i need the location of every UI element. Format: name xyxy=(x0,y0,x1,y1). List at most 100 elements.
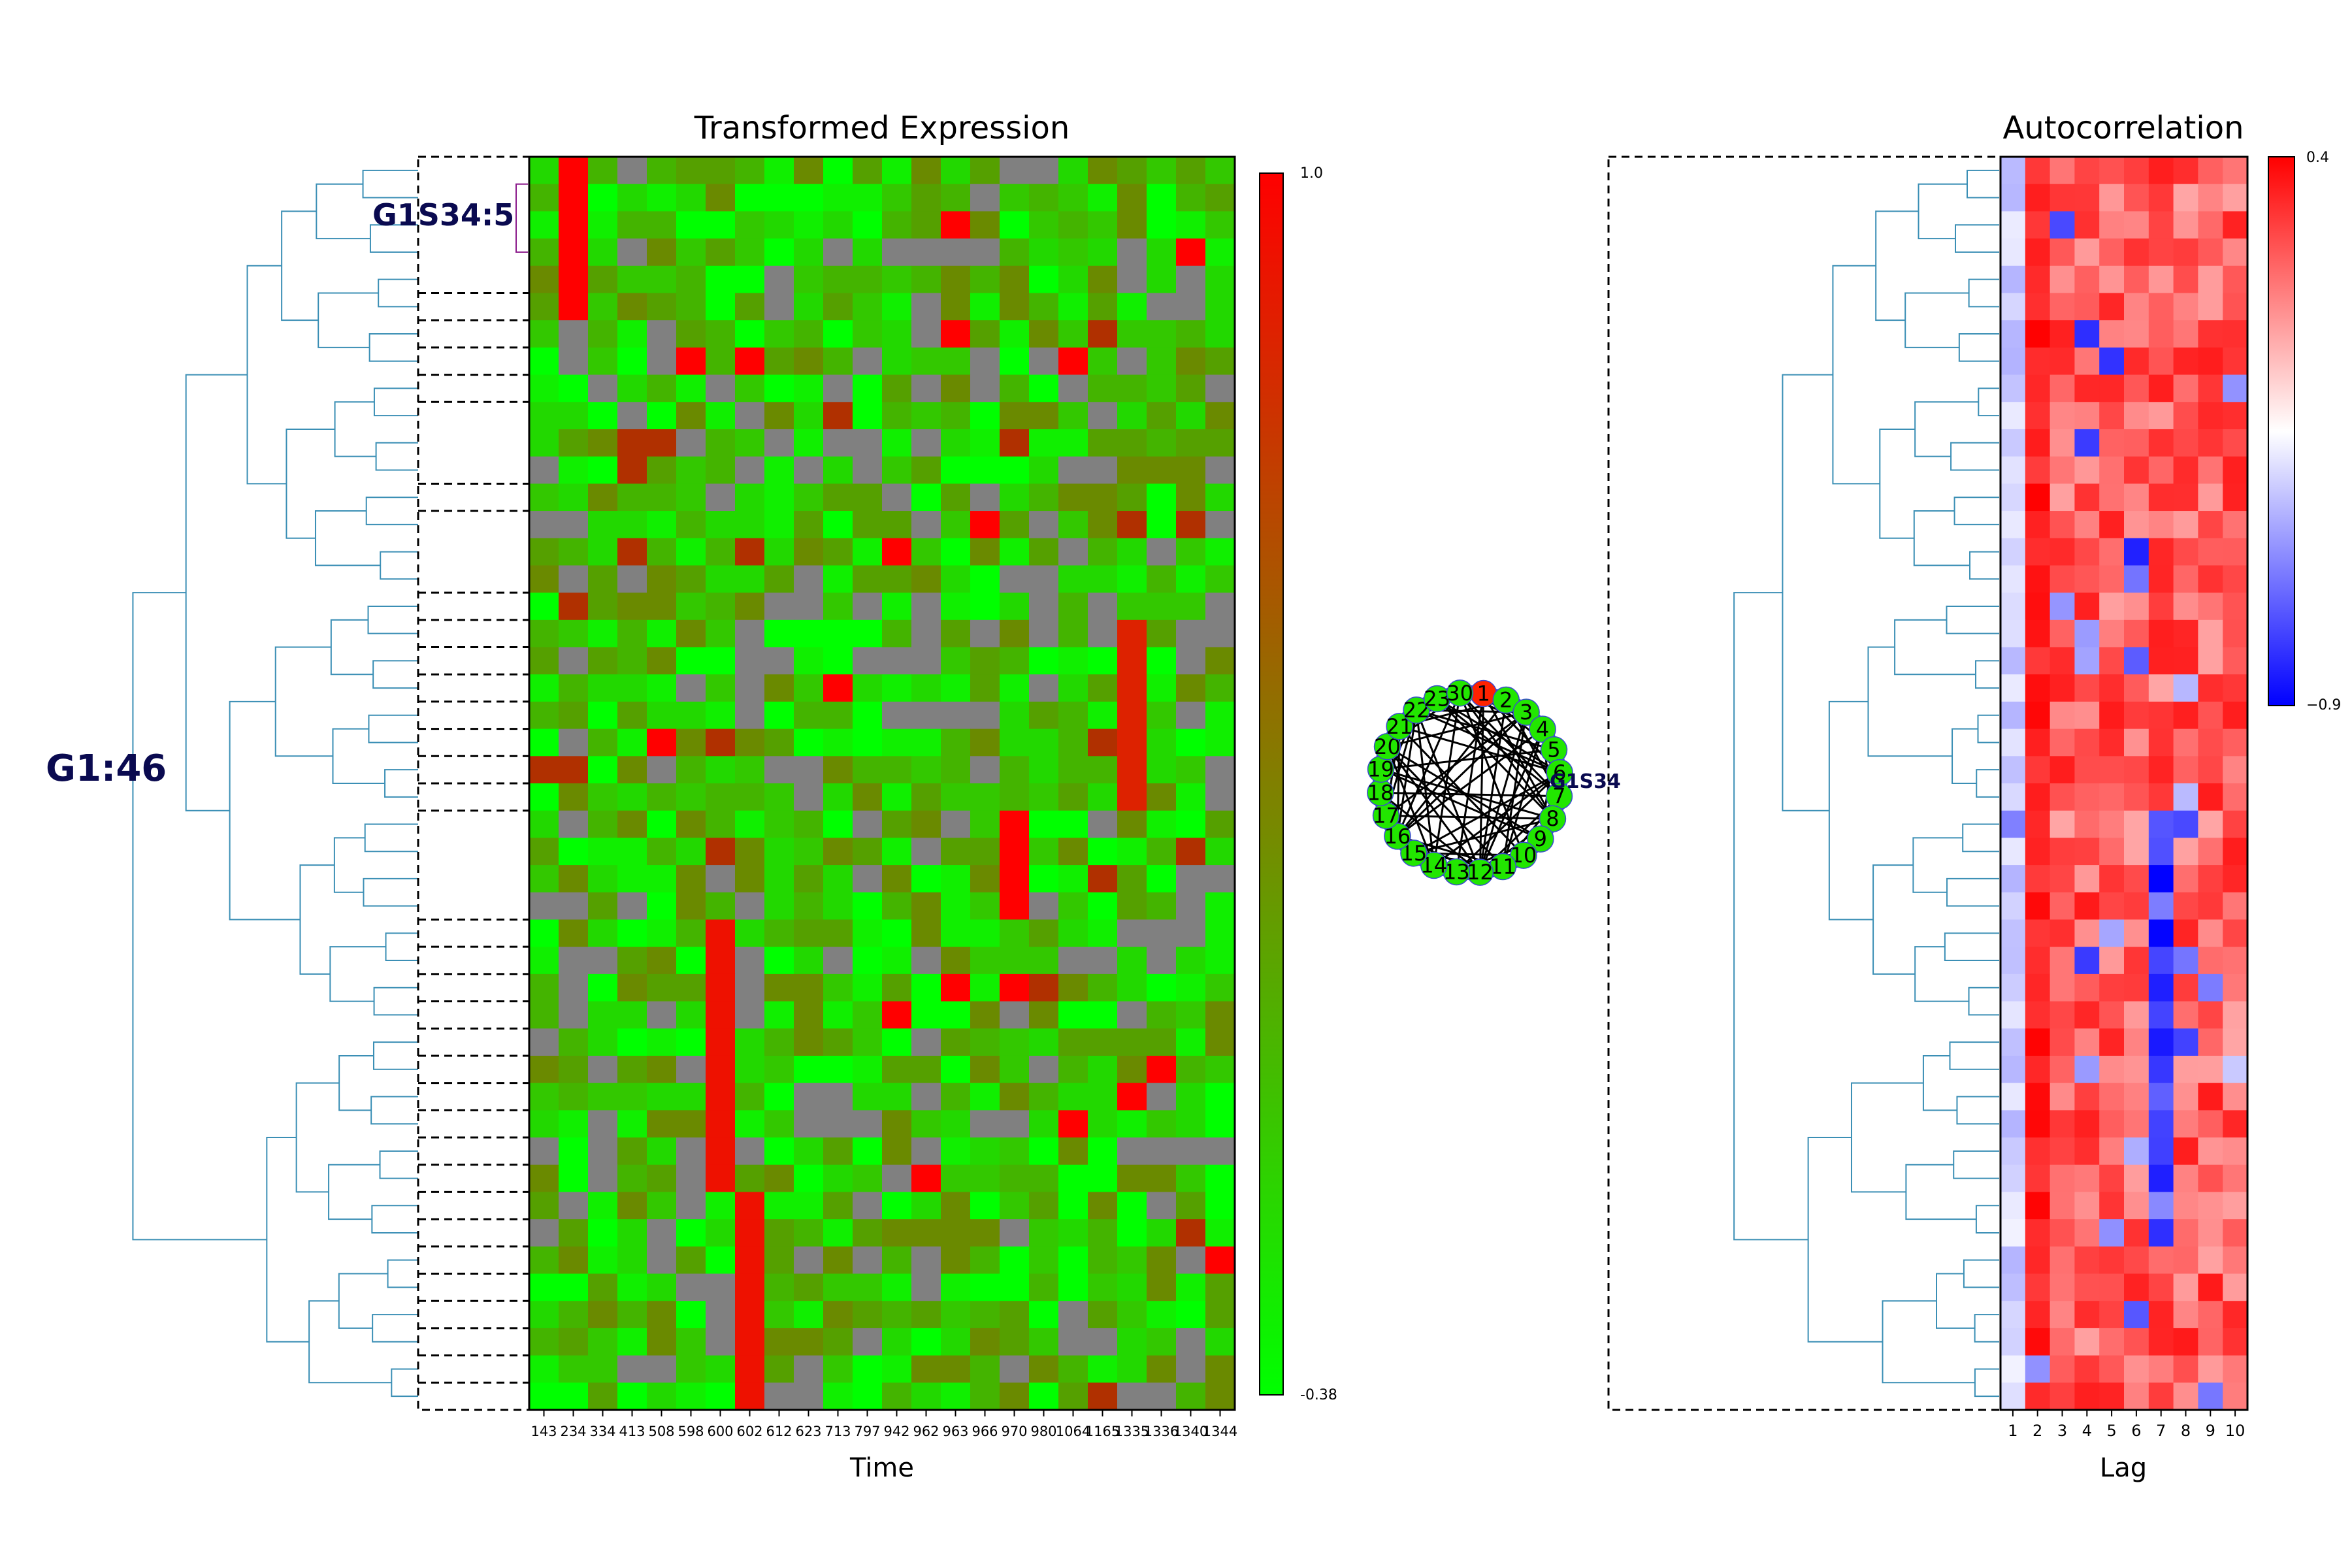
expression-cell xyxy=(1176,783,1206,811)
autocorrelation-cell xyxy=(2124,756,2149,784)
autocorrelation-cell xyxy=(2148,347,2174,376)
expression-cell xyxy=(764,320,794,348)
autocorrelation-cell xyxy=(2001,947,2026,975)
expression-cell xyxy=(764,184,794,212)
expression-cell xyxy=(735,1137,765,1166)
expression-cell xyxy=(911,756,941,784)
autocorrelation-cell xyxy=(2099,783,2125,811)
expression-cell xyxy=(1029,838,1059,866)
autocorrelation-cell xyxy=(2198,565,2223,593)
expression-cell xyxy=(588,1110,618,1138)
autocorrelation-cell xyxy=(2099,701,2125,730)
expression-cell xyxy=(617,157,647,185)
expression-cell xyxy=(941,429,971,457)
autocorrelation-cell xyxy=(2074,865,2100,893)
expression-cell xyxy=(970,1137,1000,1166)
expression-cell xyxy=(559,347,589,376)
autocorrelation-cell xyxy=(2050,593,2075,621)
expression-cell xyxy=(882,293,912,321)
autocorrelation-cell xyxy=(2223,456,2248,484)
autocorrelation-cell xyxy=(2173,756,2198,784)
autocorrelation-cell xyxy=(2025,947,2051,975)
expression-cell xyxy=(706,1164,736,1193)
expression-cell xyxy=(1205,1192,1235,1220)
autocorrelation-cell xyxy=(2148,1355,2174,1383)
expression-cell xyxy=(794,1355,824,1383)
autocorrelation-cell xyxy=(2223,1382,2248,1411)
autocorrelation-cell xyxy=(2099,565,2125,593)
expression-cell xyxy=(676,674,706,702)
expression-cell xyxy=(970,1110,1000,1138)
expression-cell xyxy=(823,1382,853,1411)
autocorrelation-tick-label: 7 xyxy=(2156,1422,2166,1440)
expression-cell xyxy=(559,265,589,294)
autocorrelation-cell xyxy=(2124,1273,2149,1301)
expression-cell xyxy=(1176,1355,1206,1383)
network-edge xyxy=(1459,692,1554,820)
expression-cell xyxy=(1147,184,1177,212)
autocorrelation-cell xyxy=(2198,511,2223,539)
expression-cell xyxy=(647,293,677,321)
expression-cell xyxy=(676,157,706,185)
expression-cell xyxy=(1000,865,1030,893)
expression-cell xyxy=(882,184,912,212)
expression-cell xyxy=(647,892,677,921)
expression-cell xyxy=(735,865,765,893)
expression-cell xyxy=(1000,565,1030,593)
expression-cell xyxy=(1205,947,1235,975)
expression-cell xyxy=(794,892,824,921)
expression-cell xyxy=(1176,265,1206,294)
expression-cell xyxy=(1117,238,1147,267)
expression-cell xyxy=(1176,1110,1206,1138)
expression-cell xyxy=(823,1273,853,1301)
expression-cell xyxy=(1176,810,1206,838)
autocorrelation-cell xyxy=(2148,1055,2174,1084)
autocorrelation-cell xyxy=(2001,865,2026,893)
autocorrelation-cell xyxy=(2223,947,2248,975)
autocorrelation-cell xyxy=(2001,1028,2026,1056)
expression-cell xyxy=(1088,838,1118,866)
expression-cell xyxy=(853,756,883,784)
autocorrelation-cell xyxy=(2074,429,2100,457)
autocorrelation-cell xyxy=(2173,701,2198,730)
network-label: G1S34 xyxy=(1550,770,1621,793)
expression-cell xyxy=(1088,1246,1118,1275)
expression-cell xyxy=(1176,320,1206,348)
autocorrelation-cell xyxy=(2074,293,2100,321)
network-node-label: 2 xyxy=(1499,688,1512,713)
expression-cell xyxy=(1058,674,1088,702)
expression-cell xyxy=(882,1083,912,1111)
expression-cell xyxy=(1000,265,1030,294)
expression-cell xyxy=(529,565,559,593)
dendrogram-link xyxy=(1968,987,1999,1016)
expression-cell xyxy=(617,1301,647,1329)
expression-cell xyxy=(647,483,677,512)
expression-cell xyxy=(1000,783,1030,811)
expression-cell xyxy=(1176,157,1206,185)
expression-cell xyxy=(764,838,794,866)
expression-cell xyxy=(617,1219,647,1247)
expression-cell xyxy=(911,293,941,321)
expression-cell xyxy=(853,1246,883,1275)
autocorrelation-cell xyxy=(2025,1055,2051,1084)
expression-tick-label: 797 xyxy=(854,1424,880,1439)
autocorrelation-cell xyxy=(2074,1301,2100,1329)
expression-cell xyxy=(676,456,706,484)
expression-cell xyxy=(882,1355,912,1383)
autocorrelation-cell xyxy=(2148,374,2174,402)
autocorrelation-cell xyxy=(2025,456,2051,484)
expression-cell xyxy=(853,483,883,512)
expression-cell xyxy=(794,157,824,185)
autocorrelation-cell xyxy=(2173,1355,2198,1383)
expression-x-ticks: 143 234 334 413 508 598 600 602 612 623 713 797 942 9… xyxy=(531,1410,1237,1439)
autocorrelation-cell xyxy=(2001,1355,2026,1383)
expression-cell xyxy=(794,402,824,430)
expression-cell xyxy=(1029,919,1059,947)
expression-cell xyxy=(794,1219,824,1247)
expression-cell xyxy=(1058,293,1088,321)
expression-cell xyxy=(617,810,647,838)
expression-cell xyxy=(794,320,824,348)
expression-cell xyxy=(911,865,941,893)
autocorrelation-cell xyxy=(2198,320,2223,348)
expression-cell xyxy=(941,674,971,702)
